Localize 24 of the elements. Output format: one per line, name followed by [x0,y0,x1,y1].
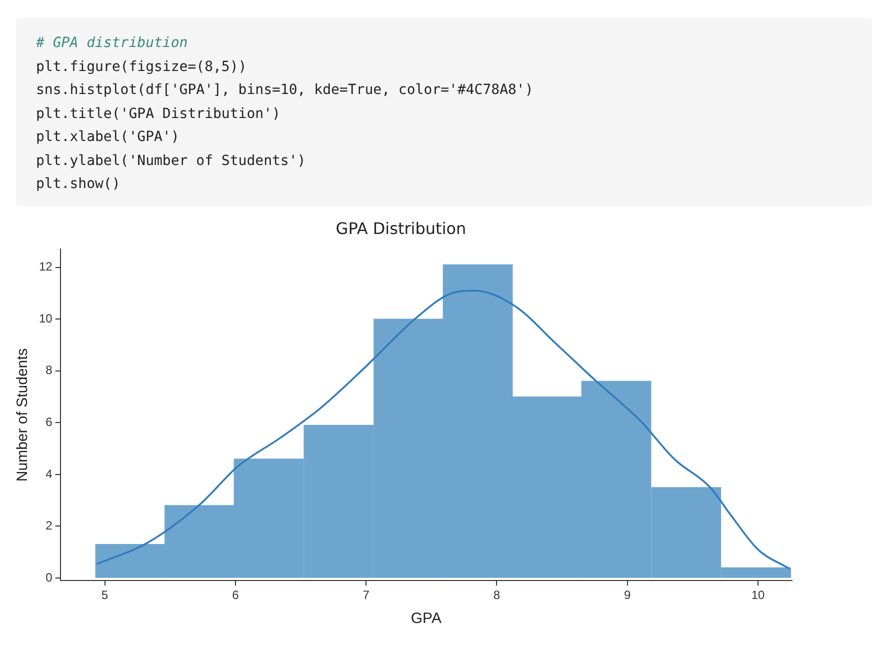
x-tick-label: 8 [493,588,500,602]
x-axis-title: GPA [410,610,442,628]
y-tick-label: 12 [38,260,53,274]
text: plt.figure(figsize=(8,5)) [36,58,248,76]
x-tick-label: 7 [362,588,370,602]
y-tick-label: 0 [46,570,53,584]
y-axis-title: Number of Students [14,348,32,482]
y-tick-label: 10 [38,311,53,326]
y-tick-label: 2 [46,518,53,533]
text: plt.xlabel('GPA') [36,128,180,147]
x-tick-label: 5 [101,588,108,602]
y-tick-label: 8 [46,363,53,378]
line-series [96,290,790,570]
x-tick-label: 10 [751,588,766,602]
chart-title: GPA Distribution [336,218,466,238]
y-tick-label: 4 [46,466,53,481]
x-tick-label: 9 [624,588,632,602]
text: plt.ylabel('Number of Students') [36,152,307,170]
text: # GPA distribution [36,34,189,53]
text: plt.title('GPA Distribution') [36,104,282,124]
x-tick-label: 6 [232,588,240,602]
text: sns.histplot(df['GPA'], bins=10, kde=True, color='#4C78A8') [36,81,534,100]
y-tick-label: 6 [46,414,53,429]
text: plt.show() [36,175,122,194]
